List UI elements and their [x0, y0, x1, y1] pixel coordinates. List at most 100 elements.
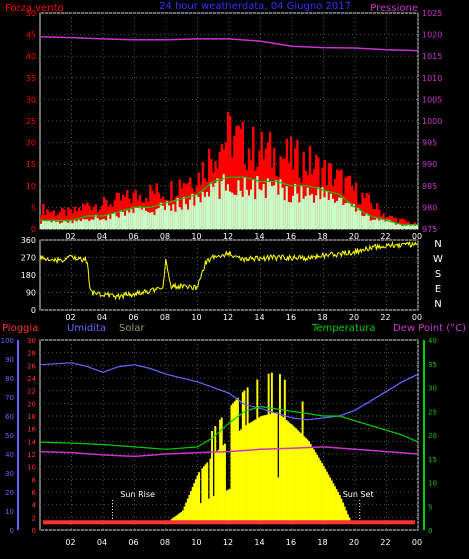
p3-x-tick: 00 — [412, 538, 422, 547]
p3-hum-tick: 28 — [27, 350, 36, 358]
p3-sunrise-label: Sun Rise — [120, 490, 155, 499]
p2-compass-label: N — [434, 299, 441, 310]
p1-speed-bar — [80, 221, 82, 229]
p1-speed-bar — [277, 195, 279, 229]
p1-speed-bar — [74, 220, 76, 229]
p2-compass-label: N — [434, 239, 441, 250]
p1-speed-bar — [143, 208, 145, 229]
p3-solar-label: Solar — [119, 323, 145, 334]
p1-speed-bar — [286, 186, 288, 229]
p1-speed-bar — [59, 223, 61, 229]
p1-speed-bar — [132, 213, 134, 229]
p1-speed-bar — [42, 221, 44, 229]
p1-left-tick: 10 — [26, 182, 36, 191]
p1-speed-bar — [223, 174, 225, 229]
p1-speed-bar — [317, 187, 319, 229]
p1-speed-bar — [313, 203, 315, 229]
p2-left-tick: 360 — [21, 236, 36, 245]
p1-speed-bar — [93, 220, 95, 229]
p1-speed-bar — [231, 193, 233, 229]
p3-humidity-label: Umidita — [67, 323, 106, 334]
p3-rain-tick: 90 — [5, 356, 14, 364]
p2-x-tick: 12 — [223, 313, 233, 322]
p1-speed-bar — [414, 226, 416, 229]
p1-speed-bar — [410, 226, 412, 229]
p1-speed-bar — [114, 213, 116, 229]
p3-dewpoint-label: Dew Point (°C) — [393, 323, 466, 334]
p1-speed-bar — [294, 184, 296, 229]
p3-x-tick: 06 — [128, 538, 138, 547]
p1-speed-bar — [408, 225, 410, 229]
p3-rain-tick: 20 — [5, 489, 14, 497]
p1-speed-bar — [185, 204, 187, 229]
p3-hum-tick: 16 — [27, 426, 36, 434]
p1-speed-bar — [164, 210, 166, 229]
p3-temp-tick: 25 — [428, 408, 437, 416]
p1-speed-bar — [124, 216, 126, 229]
p1-speed-bar — [51, 222, 53, 229]
p1-speed-bar — [298, 202, 300, 229]
p1-speed-bar — [109, 219, 111, 229]
p1-left-tick: 30 — [26, 95, 36, 104]
p1-speed-bar — [321, 187, 323, 229]
p3-x-tick: 16 — [286, 538, 296, 547]
p1-right-tick: 980 — [422, 203, 437, 212]
p3-temp-tick: 40 — [428, 337, 437, 345]
p1-speed-bar — [101, 219, 103, 229]
p1-speed-bar — [261, 190, 263, 229]
p1-speed-bar — [103, 219, 105, 229]
p2-compass-label: S — [435, 269, 441, 280]
p1-speed-bar — [67, 223, 69, 229]
p1-speed-bar — [380, 219, 382, 229]
p1-speed-bar — [206, 192, 208, 229]
p1-speed-bar — [69, 220, 71, 229]
p2-left-tick: 90 — [26, 289, 36, 298]
p1-speed-bar — [361, 216, 363, 229]
p1-speed-bar — [250, 190, 252, 229]
p1-speed-bar — [401, 226, 403, 229]
p1-speed-bar — [244, 177, 246, 229]
p3-rain-tick: 0 — [10, 527, 14, 535]
p1-speed-bar — [158, 208, 160, 229]
p1-right-tick: 985 — [422, 182, 437, 191]
p1-speed-bar — [340, 198, 342, 229]
p1-speed-bar — [237, 180, 239, 229]
p3-hum-tick: 14 — [27, 438, 36, 446]
p1-speed-bar — [242, 197, 244, 229]
p1-speed-bar — [61, 223, 63, 229]
p3-hum-tick: 26 — [27, 362, 36, 370]
p3-rain-tick: 30 — [5, 470, 14, 478]
p1-speed-bar — [137, 208, 139, 229]
p1-right-tick: 1010 — [422, 74, 442, 83]
p1-speed-bar — [120, 211, 122, 229]
p1-speed-bar — [378, 220, 380, 229]
p2-x-tick: 04 — [97, 313, 107, 322]
p1-speed-bar — [177, 198, 179, 229]
p1-speed-bar — [107, 215, 109, 229]
p1-speed-bar — [135, 207, 137, 229]
p1-speed-bar — [156, 209, 158, 229]
p3-rain-band — [43, 520, 415, 524]
p1-speed-bar — [216, 178, 218, 229]
p1-speed-bar — [214, 183, 216, 229]
p1-speed-bar — [374, 220, 376, 229]
p1-speed-bar — [296, 194, 298, 229]
p1-speed-bar — [246, 190, 248, 229]
p1-speed-bar — [187, 210, 189, 229]
p1-speed-bar — [384, 222, 386, 229]
p1-speed-bar — [183, 197, 185, 229]
p1-speed-bar — [63, 221, 65, 229]
p1-speed-bar — [162, 206, 164, 229]
p2-left-tick: 270 — [21, 254, 36, 263]
p1-speed-bar — [372, 220, 374, 229]
p1-speed-bar — [147, 212, 149, 229]
p1-speed-bar — [332, 199, 334, 229]
p3-rain-tick: 60 — [5, 413, 14, 421]
p1-speed-bar — [86, 219, 88, 229]
p3-sunset-label: Sun Set — [343, 490, 374, 499]
p1-speed-bar — [151, 212, 153, 229]
p1-speed-bar — [76, 221, 78, 229]
p1-speed-bar — [240, 191, 242, 229]
p3-hum-tick: 24 — [27, 375, 36, 383]
